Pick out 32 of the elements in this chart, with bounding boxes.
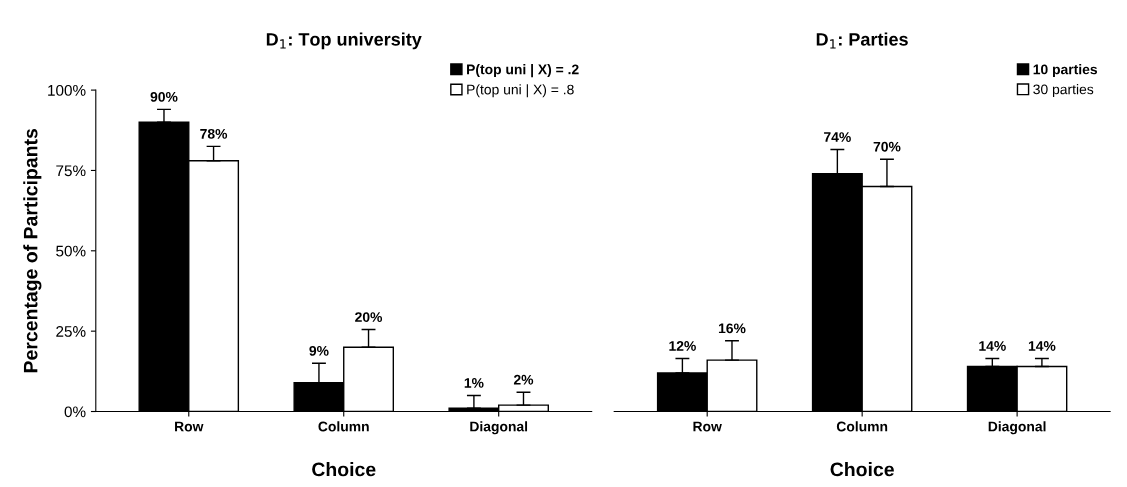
y-tick-label: 25% — [56, 326, 86, 337]
data-label: 1% — [464, 378, 484, 388]
y-tick-label: 100% — [48, 84, 86, 96]
legend-label: P(top uni | X) = .2 — [467, 64, 579, 78]
data-label: 12% — [669, 341, 696, 351]
data-label: 78% — [200, 128, 228, 139]
legend-label: P(top uni | X) = .8 — [467, 84, 574, 98]
y-tick-label: 50% — [56, 245, 86, 257]
data-label: 9% — [309, 345, 329, 356]
x-tick-label: Row — [175, 421, 204, 432]
y-tick-label: 0% — [64, 406, 86, 418]
x-tick-label: Diagonal — [988, 421, 1046, 435]
data-label: 2% — [513, 374, 534, 385]
y-tick-label: 75% — [56, 165, 86, 177]
legend-label: 10 parties — [1033, 64, 1098, 78]
legend-label: 30 parties — [1033, 84, 1094, 98]
data-label: 16% — [718, 323, 746, 334]
data-label: 70% — [873, 141, 901, 152]
x-tick-label: Column — [836, 421, 888, 432]
data-label: 74% — [824, 132, 851, 142]
data-label: 14% — [979, 341, 1006, 351]
x-tick-label: Column — [318, 421, 369, 432]
chart-title: D$_{1}$: Top university — [266, 32, 422, 50]
data-label: 14% — [1028, 341, 1056, 351]
data-label: 20% — [355, 312, 383, 322]
y-axis-title: Percentage of Participants — [23, 128, 42, 373]
x-tick-label: Row — [693, 421, 722, 432]
x-axis-title: Choice — [312, 462, 376, 477]
x-axis-title: Choice — [830, 462, 894, 477]
data-label: 90% — [150, 91, 178, 102]
chart-title: D$_{1}$: Parties — [816, 32, 908, 49]
x-tick-label: Diagonal — [470, 421, 528, 435]
